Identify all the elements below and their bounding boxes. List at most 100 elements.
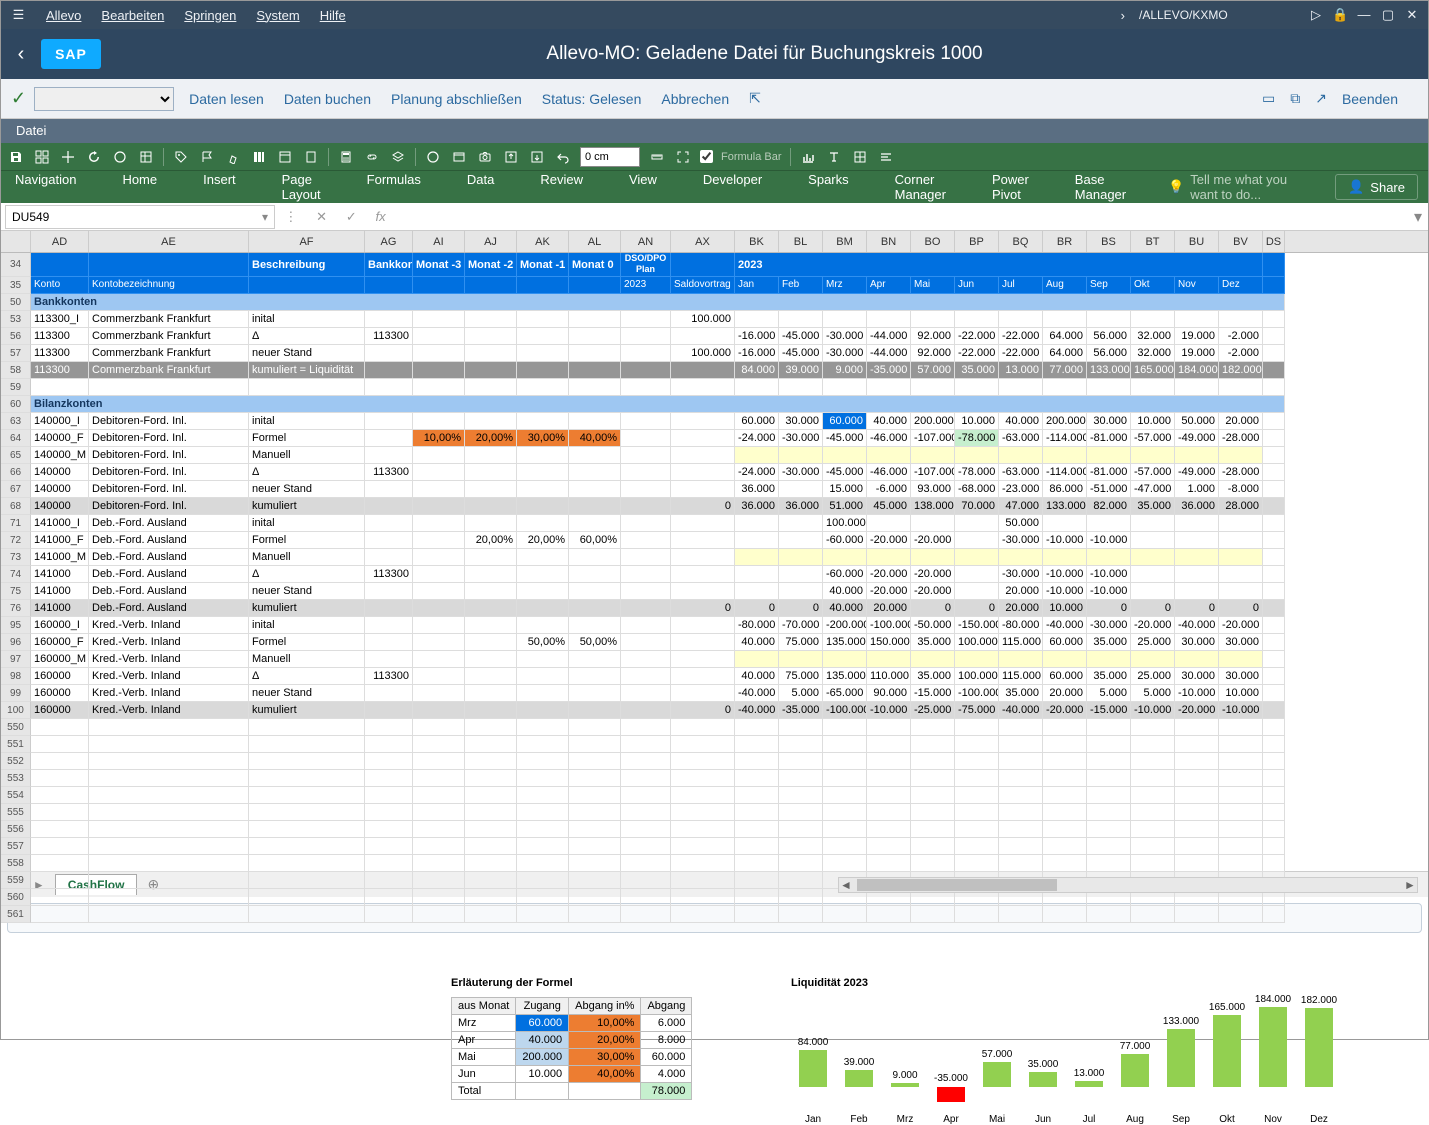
- grid-cell[interactable]: [999, 447, 1043, 464]
- grid-cell[interactable]: [1175, 515, 1219, 532]
- grid-cell[interactable]: [569, 362, 621, 379]
- grid-cell[interactable]: 50.000: [999, 515, 1043, 532]
- grid-cell[interactable]: 30.000: [1175, 634, 1219, 651]
- grid-cell[interactable]: [999, 549, 1043, 566]
- grid-cell[interactable]: [735, 872, 779, 889]
- grid-cell[interactable]: [1263, 787, 1285, 804]
- grid-cell[interactable]: -63.000: [999, 464, 1043, 481]
- page-icon[interactable]: [302, 148, 320, 166]
- grid-cell[interactable]: Commerzbank Frankfurt: [89, 362, 249, 379]
- grid-cell[interactable]: 0: [671, 702, 735, 719]
- grid-cell[interactable]: [955, 906, 999, 923]
- grid-cell[interactable]: [413, 702, 465, 719]
- column-header[interactable]: AD: [31, 231, 89, 252]
- ok-button[interactable]: ✓: [11, 88, 26, 109]
- grid-cell[interactable]: [621, 770, 671, 787]
- grid-cell[interactable]: [955, 719, 999, 736]
- grid-cell[interactable]: [465, 464, 517, 481]
- grid-cell[interactable]: -6.000: [867, 481, 911, 498]
- grid-cell[interactable]: 40,00%: [569, 430, 621, 447]
- grid-cell[interactable]: [413, 787, 465, 804]
- grid-cell[interactable]: [1131, 311, 1175, 328]
- grid-cell[interactable]: [779, 889, 823, 906]
- grid-cell[interactable]: [517, 651, 569, 668]
- grid-cell[interactable]: [1263, 617, 1285, 634]
- grid-cell[interactable]: [1219, 549, 1263, 566]
- grid-cell[interactable]: [1175, 311, 1219, 328]
- grid-cell[interactable]: 64.000: [1043, 345, 1087, 362]
- grid-cell[interactable]: 56.000: [1087, 328, 1131, 345]
- row-header[interactable]: 551: [1, 736, 31, 753]
- grid-cell[interactable]: 92.000: [911, 328, 955, 345]
- grid-cell[interactable]: [1087, 515, 1131, 532]
- grid-cell[interactable]: [671, 634, 735, 651]
- grid-cell[interactable]: -35.000: [867, 362, 911, 379]
- grid-cell[interactable]: [365, 838, 413, 855]
- table-icon[interactable]: [137, 148, 155, 166]
- grid-cell[interactable]: -40.000: [735, 685, 779, 702]
- display-icon[interactable]: ▭: [1262, 90, 1275, 107]
- grid-cell[interactable]: [671, 515, 735, 532]
- grid-cell[interactable]: 77.000: [1043, 362, 1087, 379]
- grid-cell[interactable]: 135.000: [823, 634, 867, 651]
- grid-cell[interactable]: [621, 872, 671, 889]
- grid-cell[interactable]: -114.000: [1043, 464, 1087, 481]
- grid-cell[interactable]: -78.000: [955, 464, 999, 481]
- grid-cell[interactable]: [517, 889, 569, 906]
- text-icon[interactable]: [825, 148, 843, 166]
- column-header[interactable]: AI: [413, 231, 465, 252]
- grid-cell[interactable]: [621, 413, 671, 430]
- grid-cell[interactable]: [465, 379, 517, 396]
- grid-cell[interactable]: [671, 481, 735, 498]
- menu-system[interactable]: System: [246, 8, 309, 23]
- grid-cell[interactable]: [1263, 277, 1285, 294]
- grid-cell[interactable]: [1175, 838, 1219, 855]
- grid-cell[interactable]: -46.000: [867, 430, 911, 447]
- grid-cell[interactable]: [465, 668, 517, 685]
- grid-cell[interactable]: [569, 379, 621, 396]
- grid-cell[interactable]: [365, 651, 413, 668]
- grid-cell[interactable]: 0: [1175, 600, 1219, 617]
- grid-cell[interactable]: 75.000: [779, 668, 823, 685]
- grid-cell[interactable]: 0: [955, 600, 999, 617]
- column-header[interactable]: BQ: [999, 231, 1043, 252]
- grid-cell[interactable]: 100.000: [671, 345, 735, 362]
- row-header[interactable]: 561: [1, 906, 31, 923]
- grid-cell[interactable]: [1219, 651, 1263, 668]
- grid-cell[interactable]: [1263, 838, 1285, 855]
- grid-cell[interactable]: 50,00%: [517, 634, 569, 651]
- grid-cell[interactable]: [569, 328, 621, 345]
- grid-cell[interactable]: [621, 498, 671, 515]
- row-header[interactable]: 58: [1, 362, 31, 379]
- grid-cell[interactable]: [671, 855, 735, 872]
- link-icon[interactable]: [363, 148, 381, 166]
- grid-cell[interactable]: [413, 566, 465, 583]
- grid-cell[interactable]: [1175, 855, 1219, 872]
- grid-cell[interactable]: Okt: [1131, 277, 1175, 294]
- grid-cell[interactable]: [365, 770, 413, 787]
- grid-cell[interactable]: [955, 583, 999, 600]
- grid-cell[interactable]: [365, 549, 413, 566]
- grid-cell[interactable]: [1087, 736, 1131, 753]
- row-header[interactable]: 559: [1, 872, 31, 889]
- grid-cell[interactable]: [911, 906, 955, 923]
- grid-cell[interactable]: [517, 549, 569, 566]
- grid-cell[interactable]: inital: [249, 311, 365, 328]
- grid-cell[interactable]: 20.000: [1219, 413, 1263, 430]
- grid-cell[interactable]: -20.000: [1043, 702, 1087, 719]
- grid-cell[interactable]: -10.000: [1087, 566, 1131, 583]
- grid-cell[interactable]: [465, 277, 517, 294]
- row-header[interactable]: 550: [1, 719, 31, 736]
- external-icon[interactable]: ⇱: [749, 90, 761, 107]
- grid-cell[interactable]: 32.000: [1131, 345, 1175, 362]
- grid-cell[interactable]: [621, 549, 671, 566]
- ribbon-tab-navigation[interactable]: Navigation: [11, 166, 80, 208]
- grid-cell[interactable]: [621, 804, 671, 821]
- grid-cell[interactable]: [465, 821, 517, 838]
- grid-cell[interactable]: 36.000: [735, 481, 779, 498]
- grid-cell[interactable]: [1131, 651, 1175, 668]
- row-header[interactable]: 555: [1, 804, 31, 821]
- grid-cell[interactable]: Kred.-Verb. Inland: [89, 651, 249, 668]
- grid-cell[interactable]: [31, 889, 89, 906]
- grid-cell[interactable]: 113300: [365, 566, 413, 583]
